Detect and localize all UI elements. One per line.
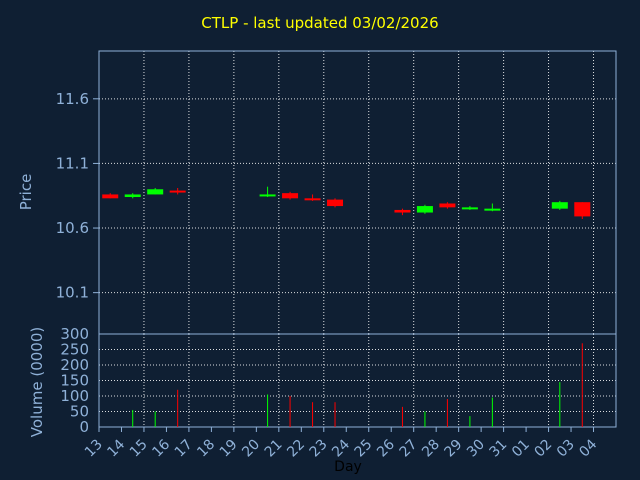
x-tick-label: 16 [149, 436, 173, 460]
x-tick-labels: 1314151617181920212223242526272829303101… [82, 427, 600, 460]
candle-body [327, 199, 344, 207]
candle-body [484, 208, 501, 211]
x-tick-label: 14 [104, 436, 128, 460]
x-tick-label: 19 [217, 437, 241, 461]
price-axis-label: Price [17, 174, 35, 211]
price-tick-label: 11.6 [56, 90, 89, 108]
candle-body [169, 190, 186, 193]
x-tick-label: 13 [82, 437, 106, 461]
volume-tick-label: 0 [79, 418, 89, 436]
candle-body [282, 193, 299, 199]
x-tick-label: 27 [397, 437, 421, 461]
price-grid [99, 51, 616, 334]
price-tick-label: 10.1 [56, 284, 89, 302]
x-tick-label: 20 [239, 437, 263, 461]
volume-tick-label: 50 [70, 403, 89, 421]
x-tick-label: 31 [487, 437, 511, 461]
x-tick-label: 28 [419, 437, 443, 461]
x-tick-label: 02 [531, 437, 555, 461]
x-axis-label: Day [334, 459, 362, 475]
x-tick-label: 03 [554, 437, 578, 461]
candle-body [551, 202, 568, 209]
x-tick-label: 04 [576, 436, 600, 460]
candles [102, 186, 591, 219]
x-tick-label: 25 [352, 437, 376, 461]
candle-body [439, 203, 456, 208]
x-tick-label: 15 [127, 437, 151, 461]
chart-title: CTLP - last updated 03/02/2026 [201, 14, 439, 32]
volume-plot-frame [98, 333, 617, 428]
x-tick-label: 17 [172, 437, 196, 461]
candle-body [147, 189, 164, 195]
price-tick-label: 11.1 [56, 154, 89, 172]
x-tick-label: 21 [262, 437, 286, 461]
volume-tick-label: 300 [60, 325, 89, 343]
volume-tick-label: 250 [60, 341, 89, 359]
volume-tick-label: 150 [60, 372, 89, 390]
candle-body [574, 202, 591, 217]
x-tick-label: 26 [374, 436, 398, 460]
candle-body [124, 194, 141, 198]
volume-axis-label: Volume (0000) [28, 327, 46, 437]
volume-bars [132, 343, 583, 427]
x-tick-label: 18 [194, 437, 218, 461]
x-tick-label: 23 [307, 437, 331, 461]
volume-tick-label: 100 [60, 387, 89, 405]
candle-body [394, 209, 411, 213]
x-tick-label: 22 [284, 437, 308, 461]
candle-body [102, 194, 119, 199]
x-tick-label: 24 [329, 436, 353, 460]
price-tick-labels: 11.6 11.1 10.6 10.1 [56, 90, 99, 302]
candle-body [416, 206, 433, 213]
x-tick-label: 01 [509, 437, 533, 461]
candle-body [259, 194, 276, 197]
x-tick-label: 29 [442, 437, 466, 461]
price-tick-label: 10.6 [56, 219, 89, 237]
volume-grid [99, 334, 616, 427]
x-tick-label: 30 [464, 437, 488, 461]
plot-frames [98, 50, 617, 428]
volume-tick-label: 200 [60, 356, 89, 374]
candle-body [304, 198, 321, 201]
candle-body [461, 207, 478, 210]
